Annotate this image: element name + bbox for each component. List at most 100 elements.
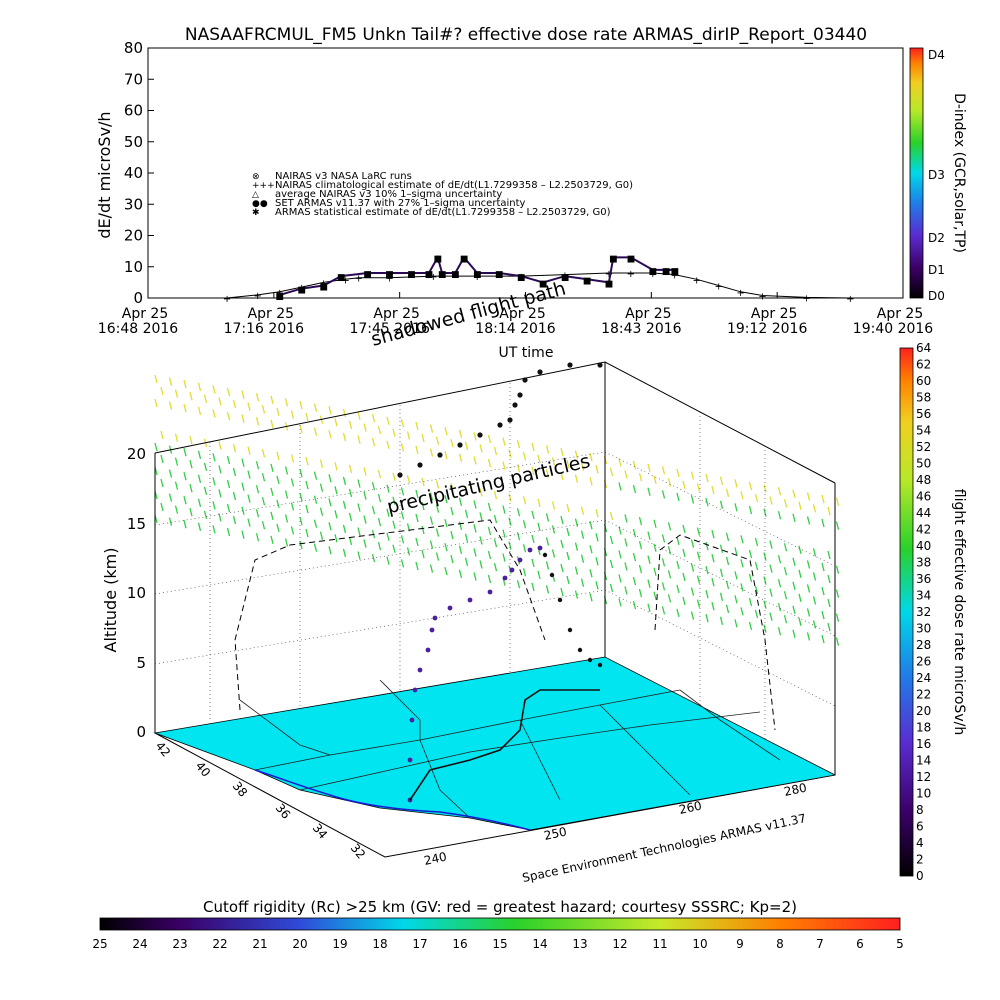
flight-profile-point bbox=[417, 667, 423, 673]
field-arrow bbox=[261, 497, 266, 506]
cutoff-rigidity-ticks: 25 24 23 22 21 20 19 18 17 16 15 14 13 12 11 10 9 8 7 6 5 bbox=[92, 937, 903, 951]
field-arrow bbox=[522, 544, 527, 553]
field-arrow bbox=[740, 559, 744, 568]
dose-rate-colorbar-tick: 4 bbox=[916, 836, 924, 850]
series-point: ■ bbox=[385, 270, 394, 280]
map-floor-ocean-land bbox=[153, 656, 837, 831]
field-arrow bbox=[595, 581, 599, 590]
dose-rate-colorbar-tick: 16 bbox=[916, 737, 931, 751]
field-arrow bbox=[348, 420, 353, 430]
field-arrow bbox=[386, 484, 390, 493]
flight-descent-point bbox=[567, 627, 573, 633]
top-y-tick: 20 bbox=[124, 227, 143, 245]
field-arrow bbox=[835, 565, 840, 574]
field-arrow bbox=[197, 474, 202, 483]
field-arrow bbox=[168, 377, 173, 386]
field-arrow bbox=[261, 449, 266, 458]
field-arrow bbox=[531, 558, 535, 568]
field-arrow bbox=[241, 506, 245, 515]
field-arrow bbox=[241, 530, 245, 539]
dindex-tick: D3 bbox=[928, 168, 945, 182]
field-arrow bbox=[363, 515, 367, 524]
field-arrow bbox=[400, 559, 405, 568]
field-arrow bbox=[502, 505, 506, 514]
field-arrow bbox=[763, 624, 767, 633]
field-arrow bbox=[798, 569, 802, 578]
field-arrow bbox=[537, 570, 541, 580]
field-arrow bbox=[342, 500, 347, 510]
flight-profile-point bbox=[447, 605, 453, 611]
series-point: ■ bbox=[473, 270, 482, 280]
field-arrow bbox=[754, 537, 759, 547]
field-arrow bbox=[334, 462, 338, 471]
cutoff-rigidity-tick: 18 bbox=[372, 937, 387, 951]
field-arrow bbox=[516, 464, 521, 473]
field-arrow bbox=[560, 539, 564, 549]
field-arrow bbox=[667, 570, 672, 579]
field-arrow bbox=[682, 548, 686, 558]
field-arrow bbox=[493, 538, 498, 548]
flight-profile-point bbox=[425, 647, 431, 653]
top-x-tick-line1: Apr 25 bbox=[499, 306, 545, 322]
field-arrow bbox=[522, 520, 527, 529]
field-arrow bbox=[682, 572, 686, 582]
field-arrow bbox=[792, 513, 796, 522]
field-arrow bbox=[560, 471, 564, 481]
field-arrow bbox=[203, 486, 208, 495]
field-arrow bbox=[247, 518, 251, 527]
field-arrow bbox=[276, 499, 280, 509]
dose-rate-colorbar-tick: 12 bbox=[916, 770, 931, 784]
series-point: + bbox=[692, 275, 700, 286]
altitude-tick: 0 bbox=[136, 723, 146, 741]
field-arrow bbox=[458, 429, 463, 438]
field-arrow bbox=[792, 605, 796, 614]
field-arrow bbox=[160, 454, 164, 464]
field-arrow bbox=[377, 493, 382, 503]
field-arrow bbox=[270, 419, 274, 429]
field-arrow bbox=[754, 493, 759, 503]
field-arrow bbox=[676, 536, 680, 546]
field-arrow bbox=[435, 552, 440, 561]
field-arrow bbox=[566, 459, 570, 469]
field-arrow bbox=[618, 550, 622, 559]
field-arrow bbox=[183, 380, 187, 389]
flight-profile-point bbox=[537, 545, 543, 551]
field-arrow bbox=[479, 444, 483, 453]
field-arrow bbox=[212, 409, 216, 418]
field-arrow bbox=[690, 611, 695, 620]
shadow-path-point bbox=[507, 417, 513, 423]
field-arrow bbox=[566, 527, 570, 537]
field-arrow bbox=[473, 456, 477, 465]
field-arrow bbox=[566, 503, 570, 513]
field-arrow bbox=[609, 583, 614, 593]
cutoff-rigidity-colorbar bbox=[99, 917, 901, 931]
cutoff-rigidity-tick: 10 bbox=[692, 937, 707, 951]
field-arrow bbox=[725, 556, 730, 565]
field-arrow bbox=[450, 439, 454, 448]
field-arrow bbox=[290, 502, 295, 511]
field-arrow bbox=[574, 566, 579, 575]
field-arrow bbox=[821, 634, 825, 644]
field-arrow bbox=[305, 480, 309, 490]
field-arrow bbox=[415, 561, 419, 571]
dose-rate-colorbar-tick: 38 bbox=[916, 556, 931, 570]
top-x-tick-line2: 19:12 2016 bbox=[727, 321, 808, 337]
field-arrow bbox=[821, 610, 825, 620]
top-y-tick: 50 bbox=[124, 133, 143, 151]
field-arrow bbox=[212, 453, 216, 462]
field-arrow bbox=[763, 576, 767, 585]
field-arrow bbox=[290, 526, 295, 535]
dose-rate-colorbar-tick: 26 bbox=[916, 655, 931, 669]
field-arrow bbox=[203, 394, 208, 403]
field-arrow bbox=[487, 502, 492, 512]
field-arrow bbox=[806, 608, 811, 617]
field-arrow bbox=[183, 496, 187, 505]
field-arrow bbox=[734, 547, 738, 556]
field-arrow bbox=[458, 497, 463, 506]
field-arrow bbox=[516, 532, 521, 541]
field-arrow bbox=[444, 495, 448, 504]
field-arrow bbox=[798, 545, 802, 554]
field-arrow bbox=[734, 619, 738, 628]
field-arrow bbox=[160, 430, 164, 440]
top-x-tick-line2: 18:14 2016 bbox=[475, 321, 556, 337]
